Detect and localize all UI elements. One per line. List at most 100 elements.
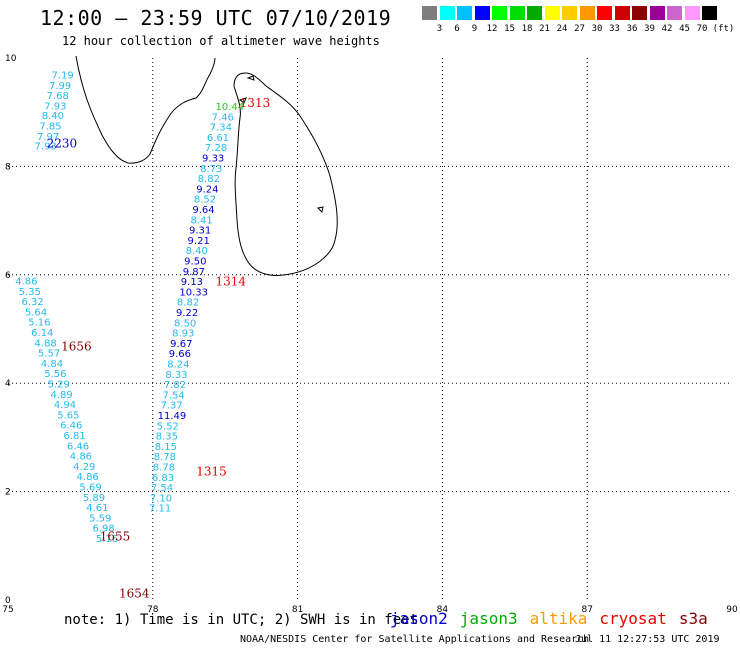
y-tick-label: 8	[5, 162, 11, 172]
wave-height-value: 6.61	[207, 133, 229, 144]
x-tick-label: 84	[437, 605, 449, 615]
pass-time-labels: 2230 1313 1314 1656 1315 1655 1654	[47, 96, 271, 601]
legend-s3a: s3a	[678, 609, 708, 628]
colorbar-swatch	[597, 6, 612, 20]
colorbar-swatch	[632, 6, 647, 20]
colorbar-swatch	[422, 6, 437, 20]
wave-height-value: 6.46	[60, 421, 82, 432]
legend-jason3: jason3	[459, 609, 518, 628]
wave-height-readings: 7.197.997.687.938.407.857.977.9310.447.4…	[15, 71, 244, 545]
colorbar-label: 70	[696, 24, 708, 34]
wave-height-value: 7.93	[35, 142, 57, 153]
wave-height-value: 8.15	[155, 442, 177, 453]
colorbar-label: 42	[661, 24, 673, 34]
wave-height-value: 5.89	[83, 493, 105, 504]
wave-height-value: 7.19	[51, 71, 73, 82]
y-tick-label: 10	[5, 54, 17, 64]
footer-note: note: 1) Time is in UTC; 2) SWH is in fe…	[64, 612, 419, 628]
colorbar-swatch	[527, 6, 542, 20]
y-axis-ticks: 0 2 4 6 8 10	[5, 54, 17, 606]
colorbar-label: 45	[679, 24, 690, 34]
wave-height-value: 7.99	[49, 81, 71, 92]
wave-height-value: 5.52	[157, 421, 179, 432]
wave-height-value: 4.86	[77, 472, 99, 483]
colorbar-label: 15	[504, 24, 515, 34]
wave-height-value: 9.33	[202, 154, 224, 165]
wave-height-value: 6.81	[64, 431, 86, 442]
x-tick-label: 78	[147, 605, 159, 615]
pass-time-label: 2230	[47, 136, 78, 150]
wave-height-value: 4.89	[50, 390, 72, 401]
map-title: 12:00 – 23:59 UTC 07/10/2019	[40, 6, 392, 30]
footer-timestamp: Jul 11 12:27:53 UTC 2019	[575, 634, 720, 645]
colorbar-label: 39	[644, 24, 655, 34]
colorbar-label: 3	[436, 24, 443, 34]
wave-height-value: 6.83	[152, 473, 174, 484]
colorbar-label: 18	[521, 24, 533, 34]
colorbar-swatch	[667, 6, 682, 20]
colorbar-swatch	[562, 6, 577, 20]
colorbar-label: 33	[609, 24, 620, 34]
legend-altika: altika	[529, 609, 588, 628]
y-tick-label: 4	[5, 379, 11, 389]
wave-height-value: 8.93	[172, 329, 194, 340]
wave-height-value: 8.41	[190, 215, 212, 226]
colorbar-label: 12	[486, 24, 498, 34]
wave-height-value: 7.54	[151, 483, 173, 494]
wave-height-value: 9.87	[183, 267, 205, 278]
wave-height-value: 5.59	[89, 513, 111, 524]
satellite-legend: jason2 jason3 altika cryosat s3a	[390, 609, 720, 628]
wave-height-value: 10.33	[179, 287, 208, 298]
wave-height-value: 5.35	[19, 287, 41, 298]
sri-lanka-coastline	[233, 72, 338, 276]
wave-height-value: 7.37	[161, 401, 183, 412]
colorbar-label: 24	[556, 24, 568, 34]
colorbar-label: 21	[539, 24, 550, 34]
legend-cryosat: cryosat	[599, 609, 667, 628]
wave-height-value: 8.78	[154, 452, 176, 463]
wave-height-value: 5.57	[38, 349, 60, 360]
wave-height-value: 10.44	[216, 102, 245, 113]
colorbar-swatch	[492, 6, 507, 20]
x-axis-ticks: 75 78 81 84 87 90	[2, 605, 738, 615]
wave-height-value: 8.24	[167, 359, 189, 370]
x-tick-label: 87	[581, 605, 592, 615]
colorbar-swatch	[457, 6, 472, 20]
colorbar-swatch	[579, 6, 595, 20]
wave-height-value: 4.86	[15, 277, 37, 288]
wave-height-value: 5.56	[44, 369, 66, 380]
wave-height-value: 6.46	[67, 441, 89, 452]
colorbar-swatch	[474, 6, 490, 20]
pass-time-label: 1315	[196, 464, 227, 478]
pass-time-label: 1656	[61, 340, 92, 354]
wave-height-value: 8.73	[200, 164, 222, 175]
wave-height-value: 4.86	[70, 452, 92, 463]
colorbar-swatch	[649, 6, 665, 20]
wave-height-value: 5.16	[28, 318, 50, 329]
wave-height-value: 8.82	[198, 174, 220, 185]
wave-height-value: 11.49	[158, 411, 187, 422]
coastline	[75, 55, 338, 276]
x-tick-label: 81	[292, 605, 303, 615]
wave-height-value: 8.78	[153, 462, 175, 473]
wave-height-value: 5.64	[25, 307, 47, 318]
wave-height-value: 5.65	[57, 410, 79, 421]
wave-height-value: 5.69	[79, 483, 101, 494]
wave-height-value: 6.32	[22, 297, 44, 308]
wave-height-value: 8.52	[194, 195, 216, 206]
wave-height-value: 7.68	[47, 91, 69, 102]
colorbar-swatch	[614, 6, 630, 20]
wave-height-value: 9.22	[176, 308, 198, 319]
wave-height-value: 4.29	[73, 462, 95, 473]
colorbar-swatch	[684, 6, 700, 20]
pass-time-label: 1314	[216, 275, 247, 289]
wave-height-value: 6.14	[31, 328, 53, 339]
wave-height-value: 5.16	[96, 534, 118, 545]
wave-height-value: 9.66	[169, 349, 191, 360]
map-subtitle: 12 hour collection of altimeter wave hei…	[62, 34, 380, 48]
wave-height-value: 7.46	[212, 112, 234, 123]
wave-height-value: 8.82	[177, 298, 199, 309]
wave-height-value: 4.61	[86, 503, 108, 514]
wave-height-value: 7.11	[149, 504, 171, 515]
wave-height-value: 7.10	[150, 493, 172, 504]
